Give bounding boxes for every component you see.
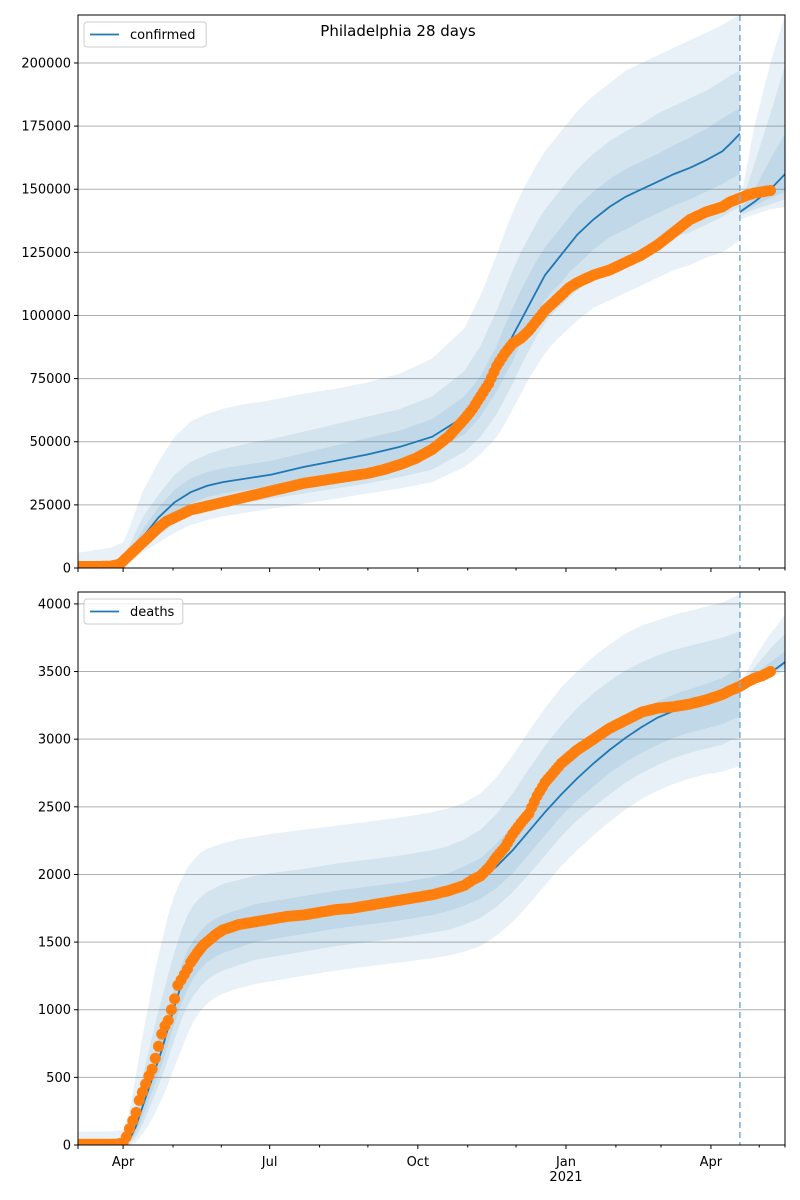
y-tick-label: 50000 <box>30 435 71 450</box>
forecast-band-outer <box>739 15 785 220</box>
observed-point <box>765 666 776 677</box>
uncertainty-band-outer <box>78 15 740 568</box>
y-tick-label: 0 <box>63 1139 71 1154</box>
y-tick-label: 1000 <box>38 1003 71 1018</box>
y-tick-label: 2500 <box>38 800 71 815</box>
uncertainty-band-inner <box>78 667 740 1145</box>
uncertainty-band-middle <box>78 70 740 568</box>
y-tick-label: 3000 <box>38 733 71 748</box>
y-tick-label: 2000 <box>38 868 71 883</box>
observed-point <box>162 1015 174 1026</box>
plot-area <box>78 15 785 568</box>
observed-point <box>153 1040 164 1052</box>
x-tick-label: Jul <box>261 1155 278 1170</box>
axes-frame <box>77 14 786 569</box>
legend-label: confirmed <box>130 28 196 43</box>
y-tick-label: 100000 <box>21 309 71 324</box>
deaths-panel: 0 500 1000 1500 2000 2500 3000 3500 4000 Apr Jul Oc… <box>38 591 786 1185</box>
forecast-band-middle <box>739 633 785 688</box>
forecast-band-middle <box>739 65 785 216</box>
observed-point <box>130 1107 142 1118</box>
y-tick-label: 1500 <box>38 936 71 951</box>
y-tick-label: 4000 <box>38 597 71 612</box>
figure-title: Philadelphia 28 days <box>320 22 476 40</box>
uncertainty-band-middle <box>78 631 740 1145</box>
legend-box <box>83 21 207 48</box>
y-tick-label: 25000 <box>30 498 71 513</box>
y-tick-label: 500 <box>46 1071 71 1086</box>
y-tick-label: 75000 <box>30 372 71 387</box>
x-tick-label: Apr <box>112 1155 135 1170</box>
observed-point <box>169 993 181 1005</box>
x-tick-label: Oct <box>407 1155 429 1170</box>
legend: confirmed <box>83 21 207 48</box>
y-tick-label: 175000 <box>21 120 71 135</box>
confirmed-panel: 0 25000 50000 75000 100000 125000 150000 175000… <box>21 14 786 577</box>
y-tick-label: 3500 <box>38 665 71 680</box>
plot-area <box>78 594 785 1145</box>
axes-frame <box>77 591 786 1146</box>
observed-point <box>765 185 776 196</box>
y-tick-label: 125000 <box>21 246 71 261</box>
x-tick-label: Apr <box>700 1155 723 1170</box>
observed-point <box>165 1004 177 1016</box>
x-tick-label: 2021 <box>549 1170 582 1185</box>
x-tick-label: Jan <box>555 1155 576 1170</box>
y-tick-label: 200000 <box>21 56 71 71</box>
y-tick-label: 0 <box>63 562 71 577</box>
uncertainty-band-outer <box>78 594 740 1145</box>
y-tick-label: 150000 <box>21 183 71 198</box>
observed-point <box>146 1063 158 1075</box>
legend-box <box>83 598 184 625</box>
observed-point <box>149 1052 161 1064</box>
legend-label: deaths <box>130 605 175 620</box>
uncertainty-band-inner <box>78 108 740 568</box>
legend: deaths <box>83 598 184 625</box>
